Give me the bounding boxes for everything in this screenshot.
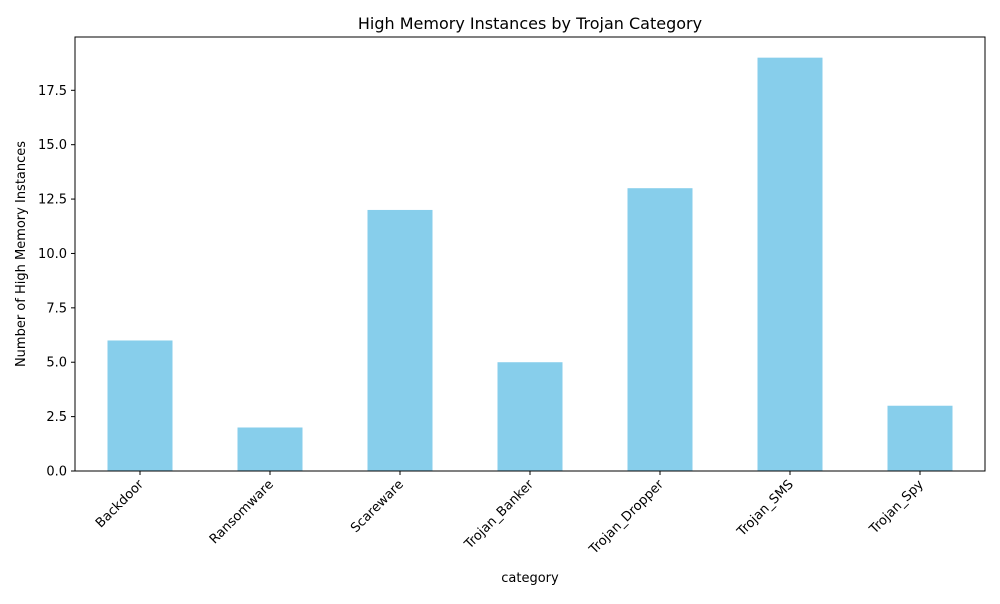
y-axis-label: Number of High Memory Instances — [14, 141, 29, 367]
x-tick-label: Trojan_SMS — [734, 477, 797, 540]
bar-trojan-banker — [497, 362, 563, 471]
bar-trojan-sms — [757, 57, 823, 472]
y-tick-label: 15.0 — [38, 138, 67, 153]
x-tick-label: Trojan_Spy — [866, 477, 927, 538]
x-tick-label: Scareware — [348, 477, 407, 536]
y-tick-label: 10.0 — [38, 247, 67, 262]
y-tick-label: 7.5 — [46, 301, 67, 316]
bar-scareware — [367, 209, 433, 471]
chart-title: High Memory Instances by Trojan Category — [358, 14, 702, 33]
x-tick-label: Trojan_Banker — [461, 477, 537, 553]
bars-group — [107, 57, 953, 472]
plot-frame — [74, 36, 986, 472]
bar-backdoor — [107, 340, 173, 471]
bar-trojan-spy — [887, 405, 953, 471]
y-tick-label: 12.5 — [38, 193, 67, 208]
bar-trojan-dropper — [627, 188, 693, 471]
x-tick-label: Backdoor — [93, 477, 147, 531]
x-axis-label: category — [501, 571, 559, 586]
x-tick-label: Trojan_Dropper — [586, 477, 667, 558]
x-axis-ticks: Backdoor Ransomware Scareware Trojan_Banker… — [93, 471, 927, 558]
y-tick-label: 5.0 — [46, 356, 67, 371]
y-axis-ticks: 0.0 2.5 5.0 7.5 10.0 12.5 15.0 17.5 — [38, 84, 75, 480]
y-tick-label: 17.5 — [38, 84, 67, 99]
bar-ransomware — [237, 427, 303, 471]
y-tick-label: 0.0 — [46, 465, 67, 480]
x-tick-label: Ransomware — [207, 477, 277, 547]
y-tick-label: 2.5 — [46, 410, 67, 425]
